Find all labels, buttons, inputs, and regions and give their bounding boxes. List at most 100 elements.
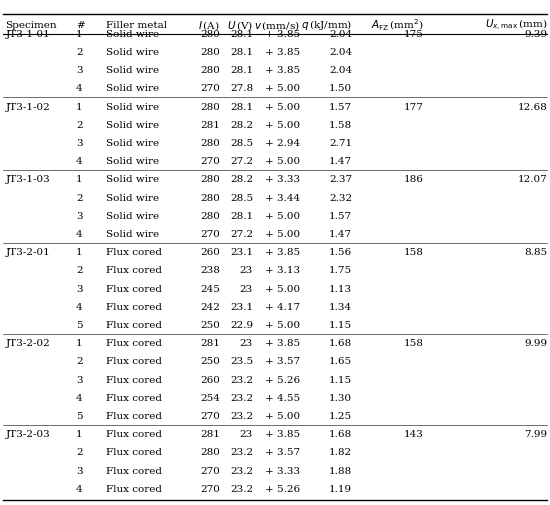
Text: Flux cored: Flux cored — [106, 447, 162, 457]
Text: 3: 3 — [76, 212, 82, 220]
Text: 1.57: 1.57 — [329, 103, 352, 112]
Text: 4: 4 — [76, 302, 82, 311]
Text: + 3.33: + 3.33 — [265, 466, 300, 475]
Text: 4: 4 — [76, 84, 82, 93]
Text: + 3.85: + 3.85 — [265, 429, 300, 438]
Text: 2.71: 2.71 — [329, 139, 352, 148]
Text: 238: 238 — [200, 266, 220, 275]
Text: Flux cored: Flux cored — [106, 429, 162, 438]
Text: 4: 4 — [76, 230, 82, 238]
Text: 28.1: 28.1 — [230, 212, 253, 220]
Text: Solid wire: Solid wire — [106, 121, 159, 130]
Text: 2: 2 — [76, 193, 82, 203]
Text: Flux cored: Flux cored — [106, 484, 162, 493]
Text: 1.47: 1.47 — [329, 157, 352, 166]
Text: #: # — [76, 21, 85, 30]
Text: Flux cored: Flux cored — [106, 411, 162, 420]
Text: 28.5: 28.5 — [230, 193, 253, 203]
Text: 2: 2 — [76, 121, 82, 130]
Text: 12.68: 12.68 — [518, 103, 547, 112]
Text: 186: 186 — [404, 175, 424, 184]
Text: Solid wire: Solid wire — [106, 157, 159, 166]
Text: 3: 3 — [76, 466, 82, 475]
Text: 250: 250 — [200, 320, 220, 329]
Text: 3: 3 — [76, 66, 82, 75]
Text: JT3-2-03: JT3-2-03 — [6, 429, 50, 438]
Text: + 3.44: + 3.44 — [265, 193, 300, 203]
Text: + 3.85: + 3.85 — [265, 48, 300, 57]
Text: Solid wire: Solid wire — [106, 193, 159, 203]
Text: 2.04: 2.04 — [329, 48, 352, 57]
Text: 2.04: 2.04 — [329, 66, 352, 75]
Text: 28.2: 28.2 — [230, 175, 253, 184]
Text: + 3.13: + 3.13 — [265, 266, 300, 275]
Text: 270: 270 — [200, 484, 220, 493]
Text: + 5.00: + 5.00 — [265, 157, 300, 166]
Text: 3: 3 — [76, 284, 82, 293]
Text: 23: 23 — [240, 284, 253, 293]
Text: 23.2: 23.2 — [230, 484, 253, 493]
Text: 281: 281 — [200, 429, 220, 438]
Text: 254: 254 — [200, 393, 220, 402]
Text: + 3.57: + 3.57 — [265, 447, 300, 457]
Text: 280: 280 — [200, 139, 220, 148]
Text: 281: 281 — [200, 121, 220, 130]
Text: Flux cored: Flux cored — [106, 248, 162, 257]
Text: 28.5: 28.5 — [230, 139, 253, 148]
Text: Flux cored: Flux cored — [106, 357, 162, 366]
Text: + 2.94: + 2.94 — [265, 139, 300, 148]
Text: + 5.00: + 5.00 — [265, 121, 300, 130]
Text: 23.2: 23.2 — [230, 447, 253, 457]
Text: JT3-1-02: JT3-1-02 — [6, 103, 50, 112]
Text: 9.99: 9.99 — [524, 338, 547, 347]
Text: 245: 245 — [200, 284, 220, 293]
Text: $I\,$(A): $I\,$(A) — [199, 19, 220, 32]
Text: 1.68: 1.68 — [329, 429, 352, 438]
Text: 270: 270 — [200, 157, 220, 166]
Text: + 5.00: + 5.00 — [265, 103, 300, 112]
Text: 1.75: 1.75 — [329, 266, 352, 275]
Text: 23: 23 — [240, 266, 253, 275]
Text: 28.1: 28.1 — [230, 103, 253, 112]
Text: 12.07: 12.07 — [518, 175, 547, 184]
Text: Solid wire: Solid wire — [106, 230, 159, 238]
Text: 3: 3 — [76, 375, 82, 384]
Text: 9.39: 9.39 — [524, 30, 547, 39]
Text: 1.68: 1.68 — [329, 338, 352, 347]
Text: Flux cored: Flux cored — [106, 320, 162, 329]
Text: 260: 260 — [200, 248, 220, 257]
Text: + 3.33: + 3.33 — [265, 175, 300, 184]
Text: Specimen: Specimen — [6, 21, 57, 30]
Text: 2: 2 — [76, 357, 82, 366]
Text: 175: 175 — [404, 30, 424, 39]
Text: 1.13: 1.13 — [329, 284, 352, 293]
Text: 1: 1 — [76, 429, 82, 438]
Text: 158: 158 — [404, 248, 424, 257]
Text: Solid wire: Solid wire — [106, 48, 159, 57]
Text: 1.56: 1.56 — [329, 248, 352, 257]
Text: 250: 250 — [200, 357, 220, 366]
Text: $U\,$(V): $U\,$(V) — [227, 19, 253, 32]
Text: 23.1: 23.1 — [230, 302, 253, 311]
Text: 280: 280 — [200, 212, 220, 220]
Text: 1: 1 — [76, 103, 82, 112]
Text: + 3.85: + 3.85 — [265, 338, 300, 347]
Text: 280: 280 — [200, 66, 220, 75]
Text: + 5.26: + 5.26 — [265, 375, 300, 384]
Text: 158: 158 — [404, 338, 424, 347]
Text: 177: 177 — [404, 103, 424, 112]
Text: + 5.26: + 5.26 — [265, 484, 300, 493]
Text: $U_{x,\mathrm{max}}\,$(mm): $U_{x,\mathrm{max}}\,$(mm) — [485, 18, 547, 33]
Text: + 3.85: + 3.85 — [265, 66, 300, 75]
Text: 270: 270 — [200, 411, 220, 420]
Text: 260: 260 — [200, 375, 220, 384]
Text: + 5.00: + 5.00 — [265, 84, 300, 93]
Text: 27.2: 27.2 — [230, 230, 253, 238]
Text: 27.2: 27.2 — [230, 157, 253, 166]
Text: $v\,$(mm/s): $v\,$(mm/s) — [254, 19, 300, 32]
Text: 2: 2 — [76, 266, 82, 275]
Text: Filler metal: Filler metal — [106, 21, 167, 30]
Text: 1: 1 — [76, 30, 82, 39]
Text: 281: 281 — [200, 338, 220, 347]
Text: Flux cored: Flux cored — [106, 266, 162, 275]
